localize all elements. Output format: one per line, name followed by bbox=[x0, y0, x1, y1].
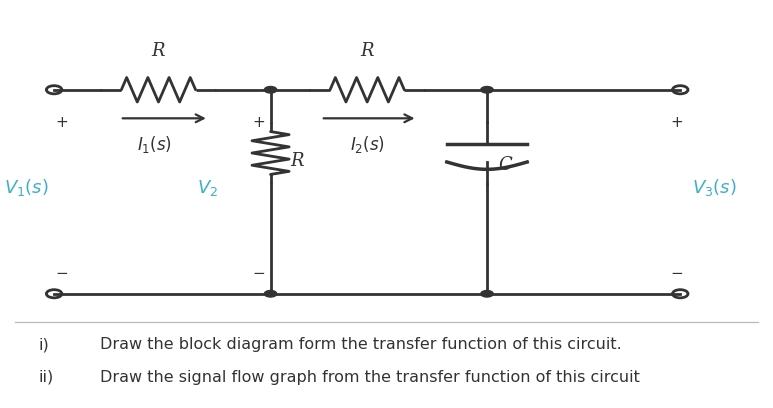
Text: Draw the signal flow graph from the transfer function of this circuit: Draw the signal flow graph from the tran… bbox=[100, 370, 640, 385]
Text: R: R bbox=[152, 42, 165, 60]
Text: C: C bbox=[499, 156, 512, 174]
Text: $I_2(s)$: $I_2(s)$ bbox=[349, 134, 385, 155]
Circle shape bbox=[264, 86, 277, 93]
Text: $V_3(s)$: $V_3(s)$ bbox=[692, 177, 737, 198]
Text: −: − bbox=[670, 266, 683, 281]
Circle shape bbox=[481, 86, 493, 93]
Circle shape bbox=[264, 290, 277, 297]
Text: +: + bbox=[253, 115, 265, 130]
Text: $V_1(s)$: $V_1(s)$ bbox=[4, 177, 49, 198]
Text: −: − bbox=[253, 266, 265, 281]
Text: i): i) bbox=[39, 337, 49, 352]
Text: +: + bbox=[670, 115, 683, 130]
Text: Draw the block diagram form the transfer function of this circuit.: Draw the block diagram form the transfer… bbox=[100, 337, 622, 352]
Text: −: − bbox=[56, 266, 68, 281]
Text: +: + bbox=[56, 115, 68, 130]
Text: R: R bbox=[290, 152, 303, 170]
Circle shape bbox=[481, 290, 493, 297]
Text: ii): ii) bbox=[39, 370, 54, 385]
Text: R: R bbox=[360, 42, 374, 60]
Text: $V_2$: $V_2$ bbox=[197, 177, 218, 198]
Text: $I_1(s)$: $I_1(s)$ bbox=[137, 134, 172, 155]
